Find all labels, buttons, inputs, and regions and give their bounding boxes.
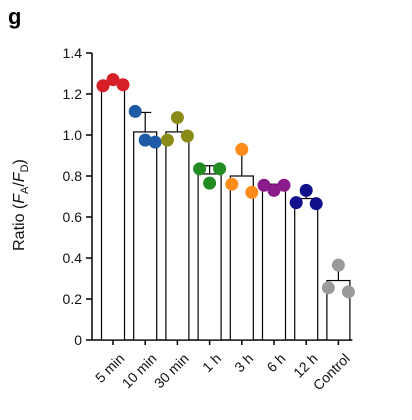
x-tick-label: Control xyxy=(310,350,353,393)
y-axis-label-sub2: D xyxy=(19,164,31,172)
x-tick-label: 6 h xyxy=(263,350,288,375)
data-point xyxy=(213,162,226,175)
x-tick-label: 3 h xyxy=(231,350,256,375)
x-tick-label: 10 min xyxy=(119,350,160,391)
y-axis-label-group: Ratio (FA/FD) xyxy=(11,159,31,251)
bar xyxy=(263,187,286,340)
y-tick-label: 0.4 xyxy=(63,250,83,266)
y-tick-label: 1.4 xyxy=(63,45,83,61)
bar xyxy=(230,176,253,340)
x-tick-label: 1 h xyxy=(199,350,224,375)
x-tick-label: 30 min xyxy=(151,350,192,391)
y-tick-label: 0.8 xyxy=(63,168,83,184)
data-point xyxy=(342,285,355,298)
data-point xyxy=(171,111,184,124)
data-point xyxy=(129,105,142,118)
data-point xyxy=(203,177,216,190)
bar xyxy=(198,174,221,340)
y-axis-label: Ratio (FA/FD) xyxy=(11,159,31,251)
bar xyxy=(166,132,189,340)
y-tick-label: 0.6 xyxy=(63,209,83,225)
data-point xyxy=(193,162,206,175)
data-point xyxy=(278,179,291,192)
bars xyxy=(102,83,350,340)
y-axis-label-prefix: Ratio ( xyxy=(11,203,28,251)
data-point xyxy=(225,178,238,191)
bar xyxy=(295,199,318,340)
data-point xyxy=(322,281,335,294)
data-point xyxy=(245,186,258,199)
data-point xyxy=(181,130,194,143)
y-tick-label: 0 xyxy=(74,332,82,348)
y-tick-label: 1.0 xyxy=(63,127,83,143)
data-point xyxy=(290,196,303,209)
data-point xyxy=(310,197,323,210)
y-axis-label-suffix: ) xyxy=(11,159,28,164)
bar xyxy=(134,132,157,340)
data-point xyxy=(117,78,130,91)
y-tick-label: 1.2 xyxy=(63,86,83,102)
panel-label: g xyxy=(8,4,21,29)
y-tick-label: 0.2 xyxy=(63,291,83,307)
data-point xyxy=(161,134,174,147)
data-point xyxy=(149,136,162,149)
data-point xyxy=(300,184,313,197)
data-point xyxy=(235,143,248,156)
bar xyxy=(102,83,125,340)
data-point xyxy=(332,259,345,272)
